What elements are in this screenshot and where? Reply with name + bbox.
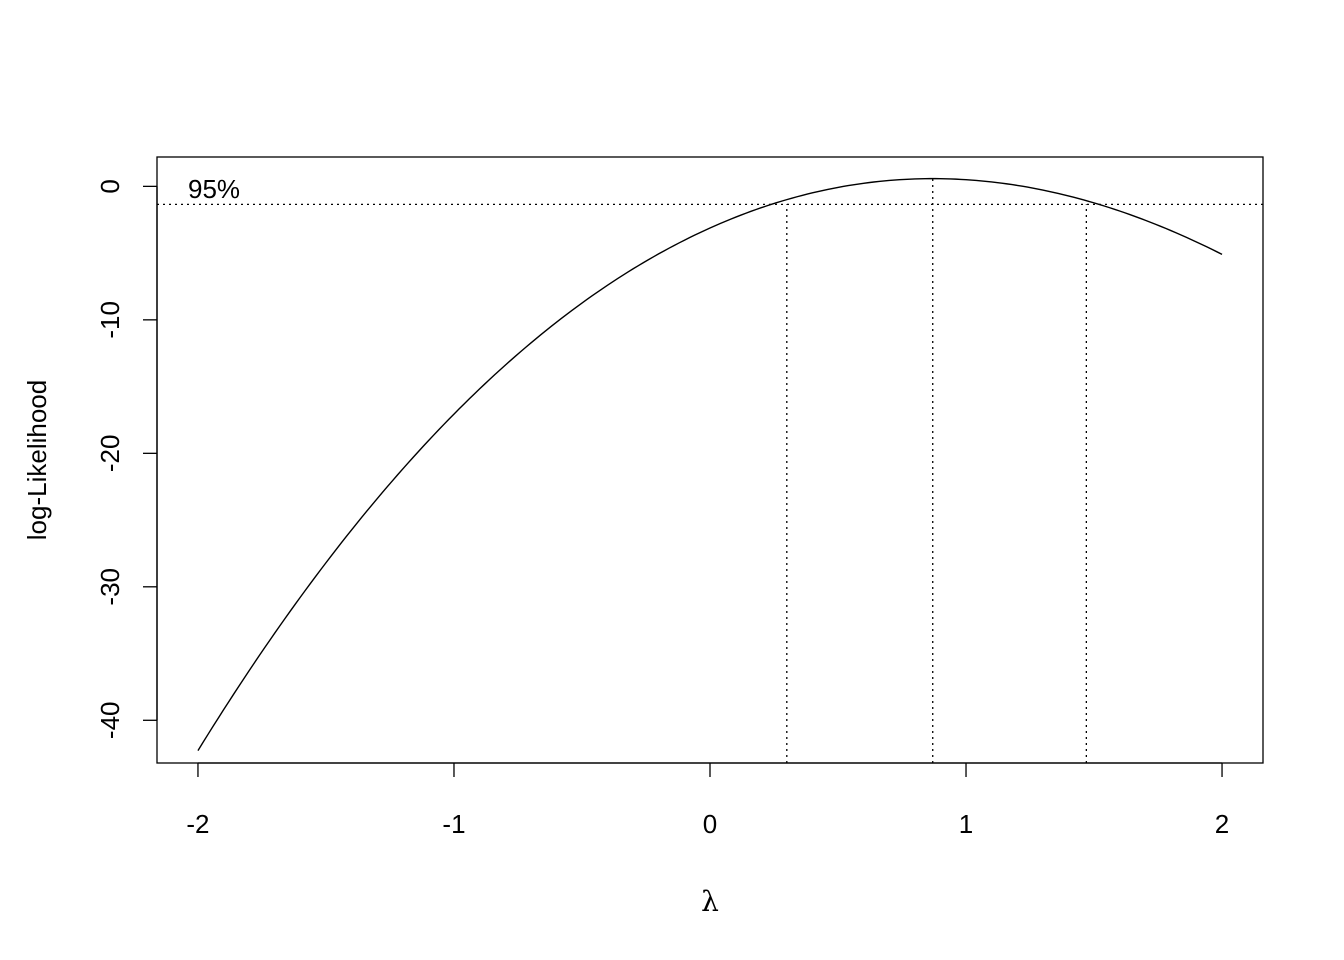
x-tick-label: 1 [959, 809, 973, 839]
confidence-reference-lines [157, 178, 1263, 763]
log-likelihood-curve [197, 177, 1223, 751]
x-tick-label: 2 [1215, 809, 1229, 839]
y-axis-title: log-Likelihood [22, 380, 52, 540]
y-axis: -40 -30 -20 -10 0 [95, 179, 158, 739]
x-axis-title: λ [701, 885, 719, 918]
y-tick-label: -30 [95, 568, 125, 606]
y-tick-label: 0 [95, 179, 125, 193]
y-tick-label: -40 [95, 701, 125, 739]
plot-frame [156, 156, 1264, 764]
x-tick-label: 0 [703, 809, 717, 839]
y-tick-label: -10 [95, 301, 125, 339]
ci-level-label: 95% [188, 174, 240, 204]
y-tick-label: -20 [95, 435, 125, 473]
x-tick-label: -2 [186, 809, 209, 839]
x-axis: -2 -1 0 1 2 [186, 762, 1229, 839]
x-tick-label: -1 [442, 809, 465, 839]
